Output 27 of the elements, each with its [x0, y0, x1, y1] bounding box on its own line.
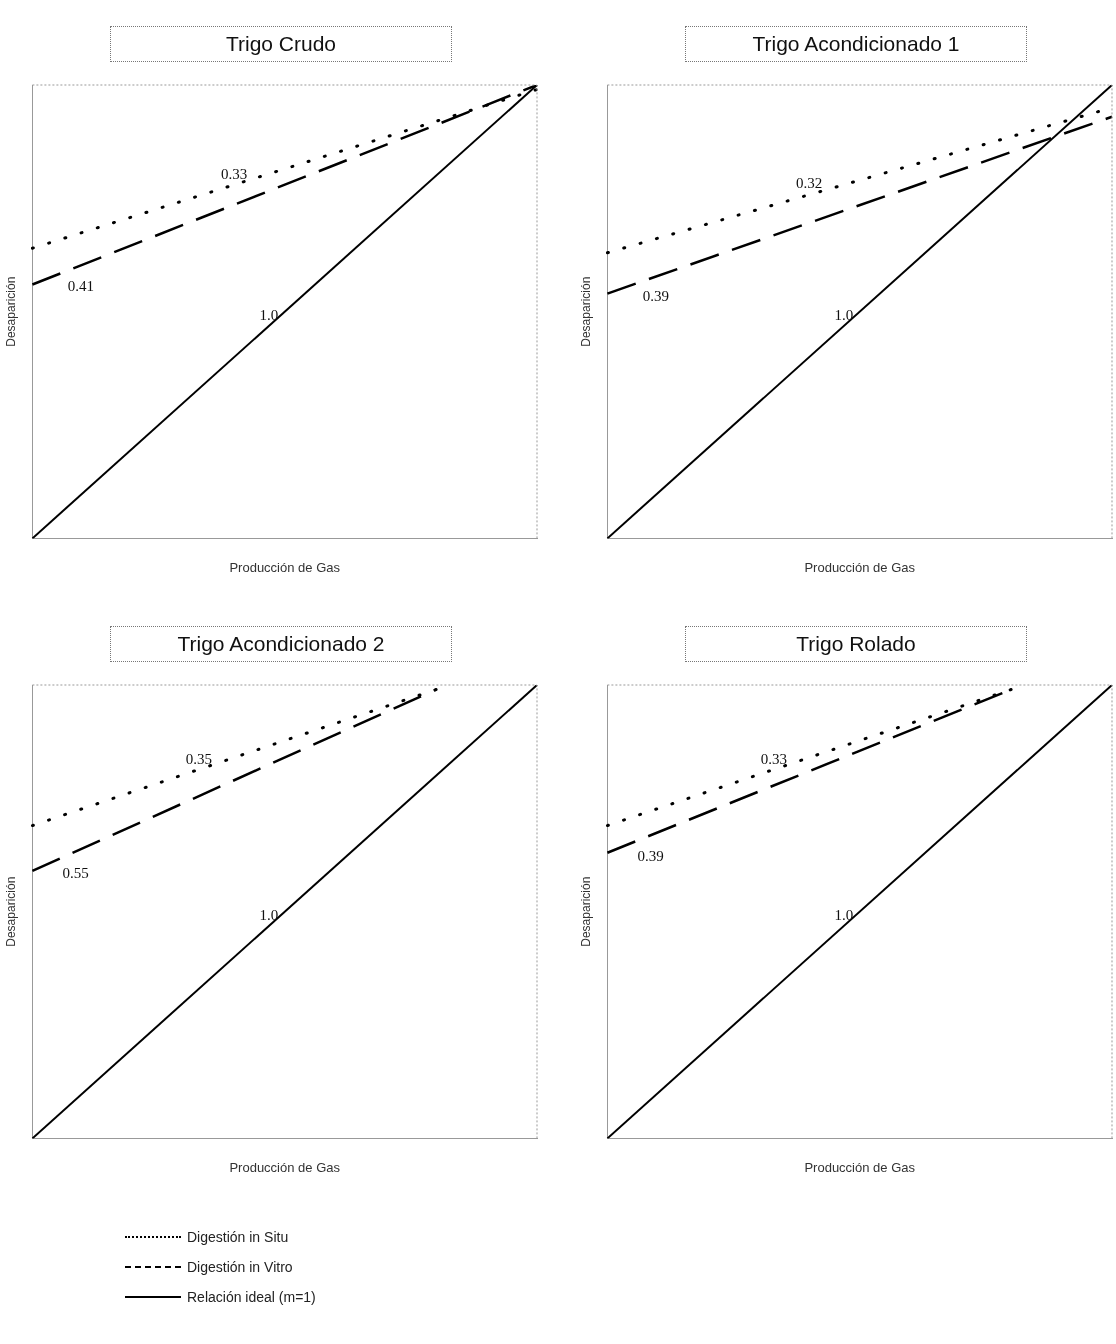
chart-title: Trigo Rolado: [685, 626, 1027, 662]
annotation: 0.33: [760, 750, 787, 767]
annotation: 0.35: [185, 750, 212, 767]
annotation: 0.32: [796, 174, 823, 191]
annotation: 0.39: [637, 847, 664, 864]
annotation: 0.41: [67, 277, 94, 294]
annotation: 1.0: [834, 307, 854, 324]
legend-label: Digestión in Vitro: [187, 1259, 293, 1275]
chart-title: Trigo Acondicionado 1: [685, 26, 1027, 62]
annotation: 0.33: [221, 165, 248, 182]
chart-title: Trigo Crudo: [110, 26, 452, 62]
y-axis-title: Desaparición: [3, 876, 18, 947]
y-axis-title: Desaparición: [578, 876, 593, 947]
annotation: 0.39: [642, 287, 669, 304]
x-axis-title: Producción de Gas: [804, 1159, 916, 1175]
y-axis-title: Desaparición: [578, 276, 593, 347]
legend-label: Relación ideal (m=1): [187, 1289, 316, 1305]
annotation: 1.0: [259, 907, 279, 924]
y-axis-title: Desaparición: [3, 276, 18, 347]
annotation: 0.55: [62, 864, 89, 881]
annotation: 1.0: [259, 307, 279, 324]
legend-label: Digestión in Situ: [187, 1229, 289, 1245]
x-axis-title: Producción de Gas: [804, 559, 916, 575]
x-axis-title: Producción de Gas: [229, 1159, 341, 1175]
x-axis-title: Producción de Gas: [229, 559, 341, 575]
annotation: 1.0: [834, 907, 854, 924]
chart-title: Trigo Acondicionado 2: [110, 626, 452, 662]
